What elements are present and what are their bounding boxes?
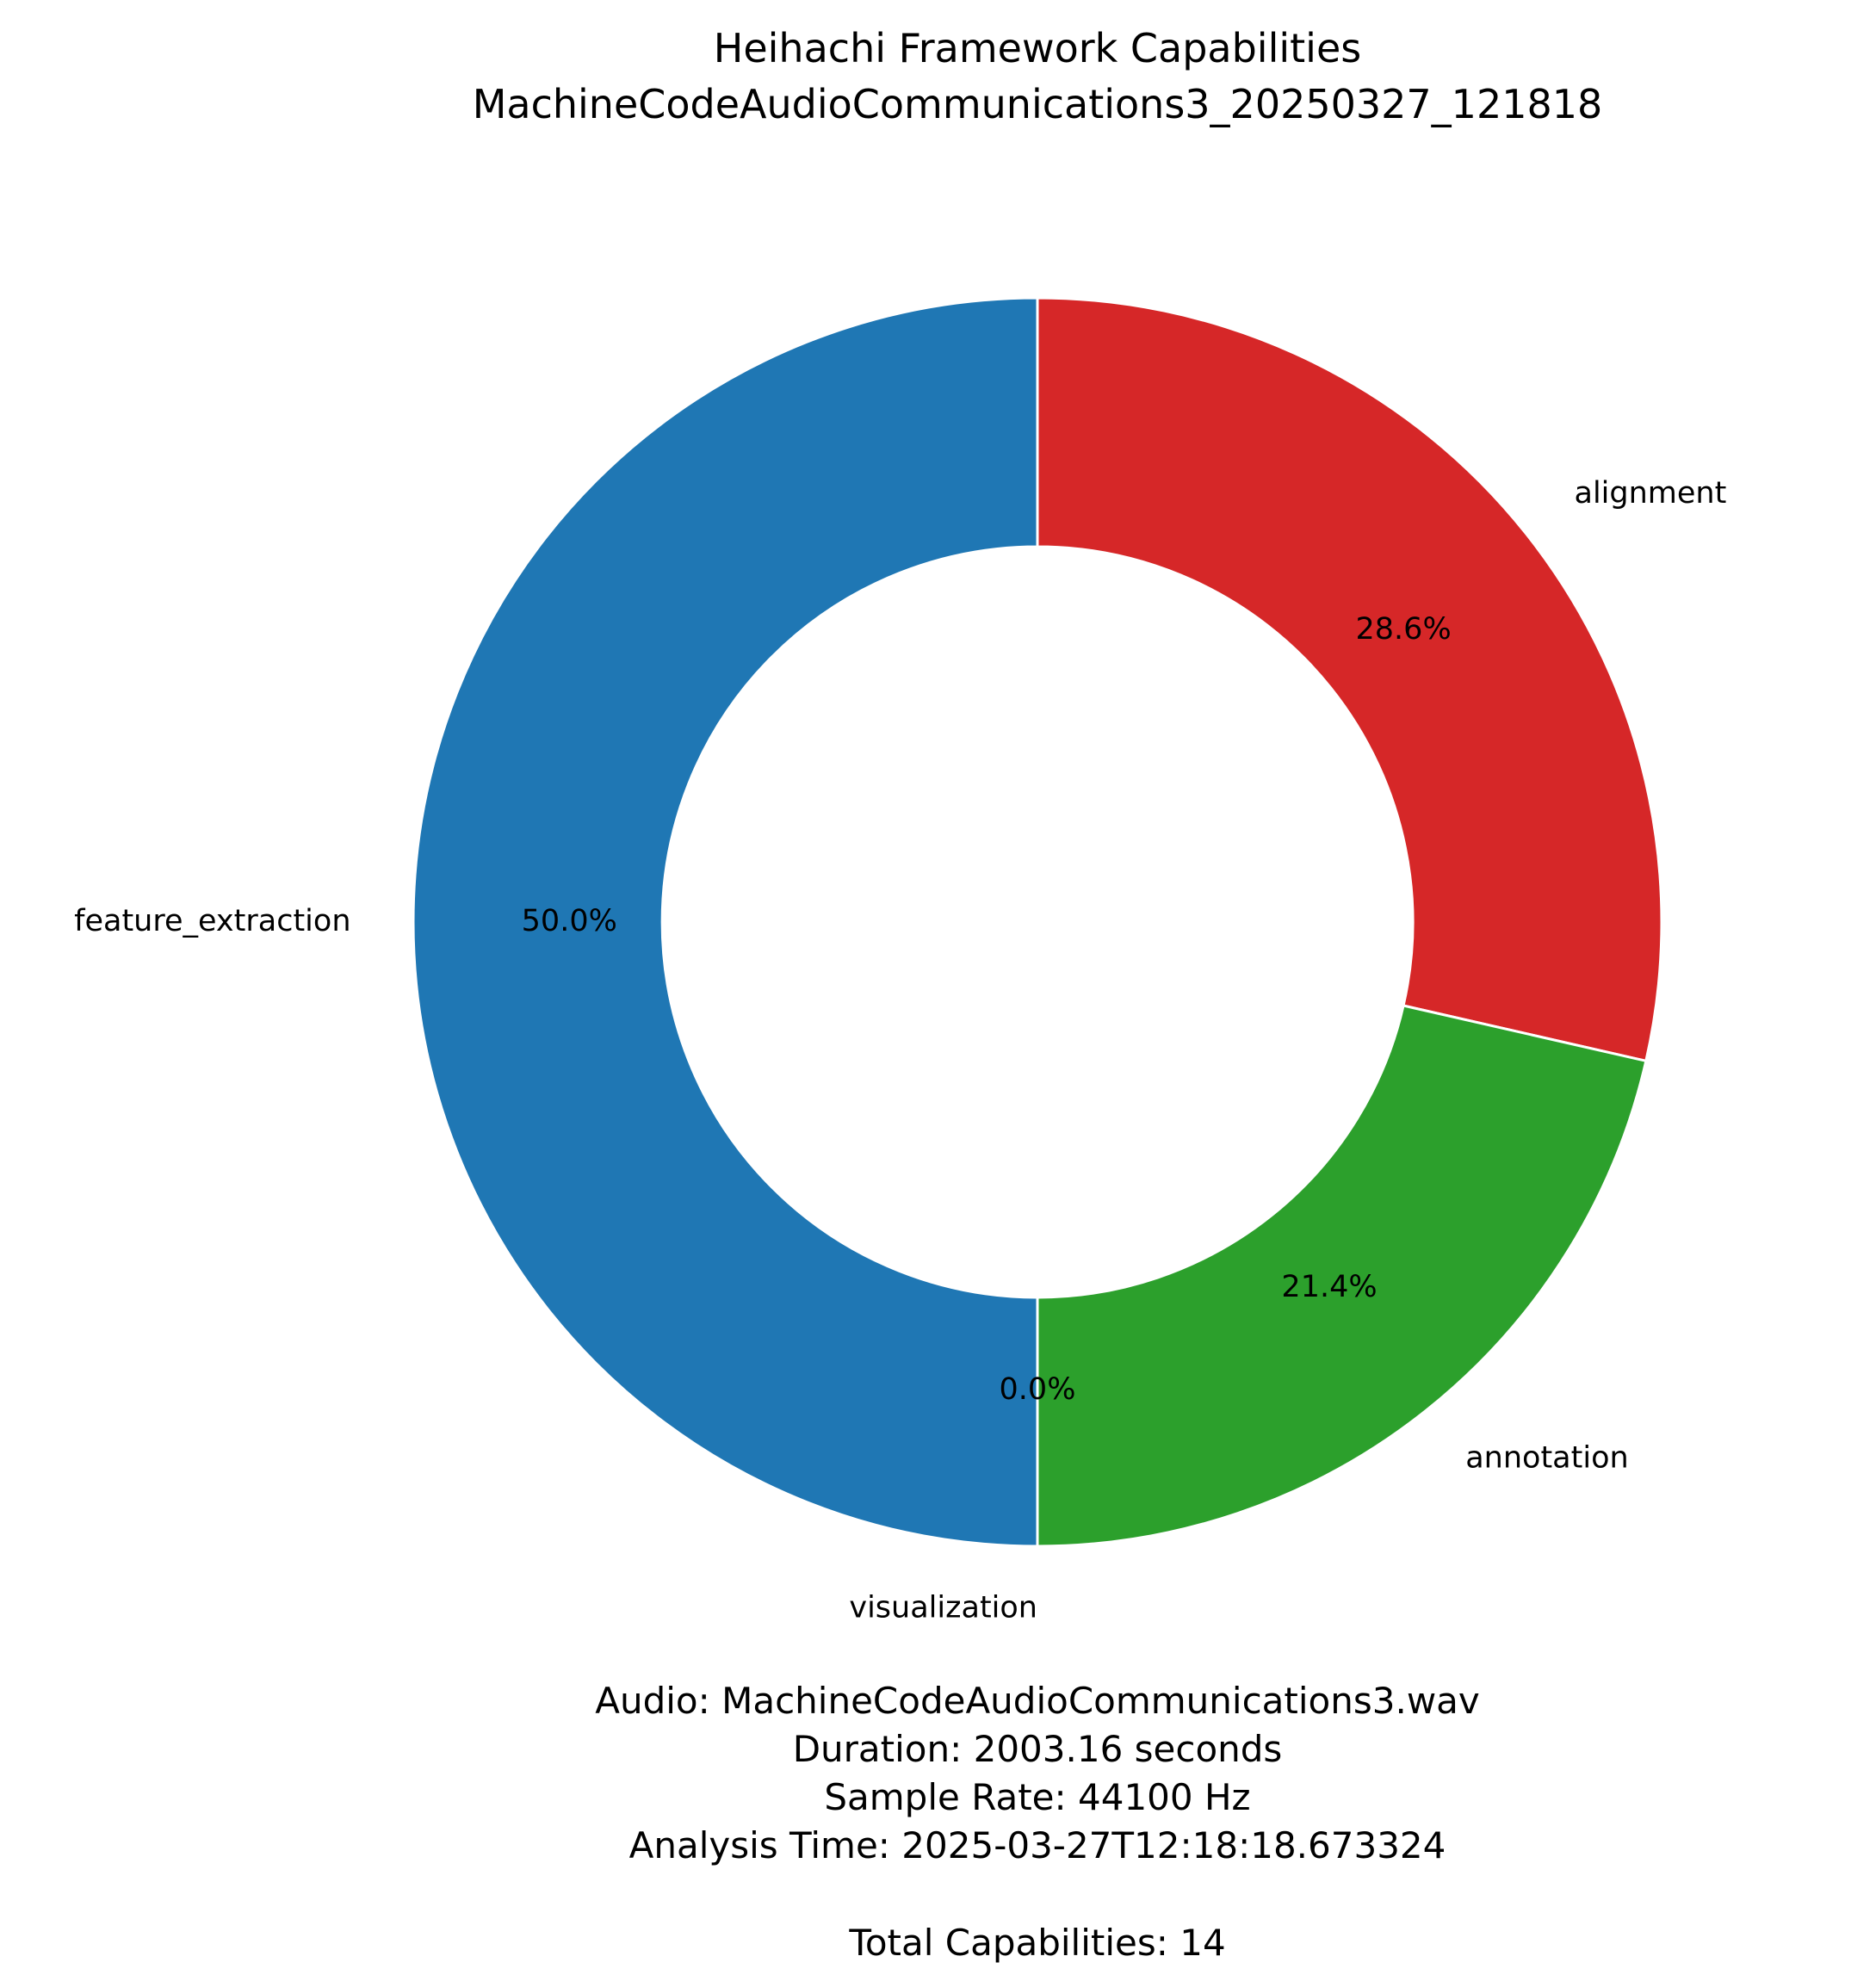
audio-sample-rate: Sample Rate: 44100 Hz — [824, 1776, 1250, 1818]
chart-subtitle: MachineCodeAudioCommunications3_20250327… — [473, 81, 1603, 127]
slice-labels: alignment annotation visualization feature_… — [74, 476, 1726, 1625]
label-visualization: visualization — [849, 1591, 1037, 1625]
slice-alignment — [1036, 296, 1663, 1063]
donut-slices — [412, 296, 1663, 1548]
pct-visualization: 0.0% — [1000, 1372, 1076, 1407]
slice-annotation — [1036, 1004, 1648, 1548]
pct-feature-extraction: 50.0% — [522, 904, 617, 938]
label-annotation: annotation — [1465, 1441, 1628, 1476]
slice-percent-labels: 28.6% 21.4% 0.0% 50.0% — [522, 612, 1452, 1407]
total-capabilities: Total Capabilities: 14 — [848, 1922, 1225, 1964]
audio-info-block: Audio: MachineCodeAudioCommunications3.w… — [595, 1680, 1480, 1964]
analysis-time: Analysis Time: 2025-03-27T12:18:18.67332… — [629, 1824, 1446, 1866]
label-alignment: alignment — [1575, 476, 1727, 511]
pct-alignment: 28.6% — [1356, 612, 1452, 647]
audio-filename: Audio: MachineCodeAudioCommunications3.w… — [595, 1680, 1480, 1722]
chart-title: Heihachi Framework Capabilities — [714, 25, 1361, 71]
label-feature-extraction: feature_extraction — [74, 904, 350, 938]
audio-duration: Duration: 2003.16 seconds — [793, 1728, 1283, 1770]
pct-annotation: 21.4% — [1281, 1270, 1377, 1304]
slice-feature-extraction — [412, 296, 1039, 1548]
